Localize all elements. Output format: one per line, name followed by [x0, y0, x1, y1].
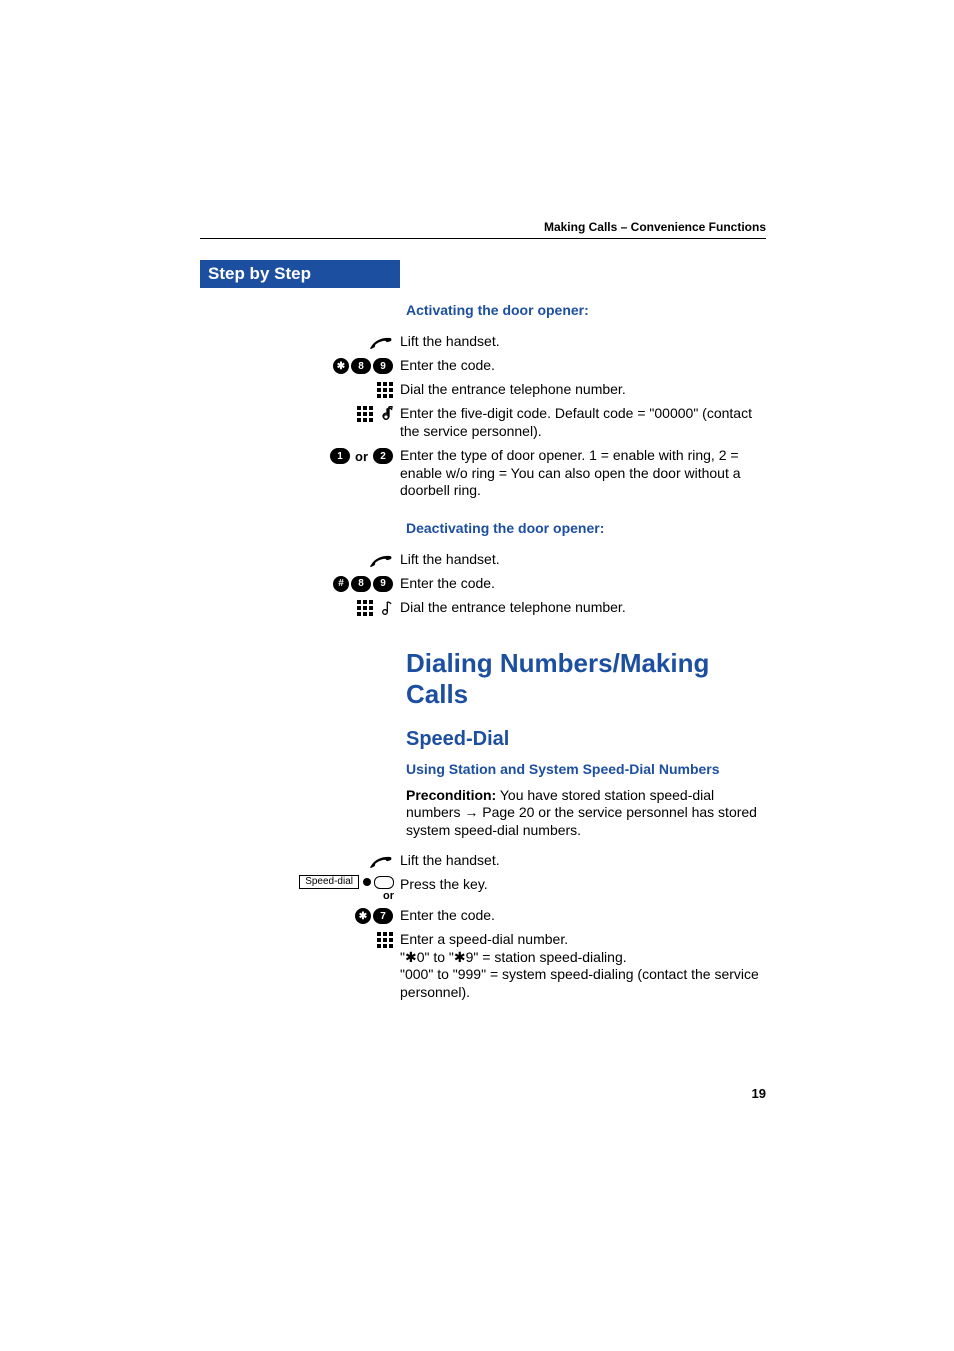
subhead-using-speed-dial: Using Station and System Speed-Dial Numb… — [406, 761, 764, 777]
heading-dialing: Dialing Numbers/Making Calls — [406, 648, 764, 710]
step-row: Speed-dial or Press the key. — [200, 875, 764, 902]
handset-icon — [368, 333, 394, 351]
music-note-icon — [380, 600, 394, 616]
icon-code-star7: ✱ 7 — [200, 906, 400, 926]
button-outline-icon — [374, 876, 394, 889]
icon-keypad-tone — [200, 598, 400, 618]
key-8: 8 — [351, 358, 371, 374]
running-header: Making Calls – Convenience Functions — [544, 220, 766, 234]
step-text: Lift the handset. — [400, 550, 764, 569]
keypad-icon — [356, 599, 374, 617]
key-9: 9 — [373, 358, 393, 374]
step-row: 1 or 2 Enter the type of door opener. 1 … — [200, 446, 764, 500]
step-row: Enter the five-digit code. Default code … — [200, 404, 764, 440]
icon-keypad — [200, 380, 400, 400]
key-star: ✱ — [355, 908, 371, 924]
page: Making Calls – Convenience Functions Ste… — [0, 0, 954, 1351]
step-text: Enter the code. — [400, 906, 764, 925]
key-star: ✱ — [333, 358, 349, 374]
icon-keypad-tone — [200, 404, 400, 424]
step-text: Enter the code. — [400, 574, 764, 593]
step-row: Lift the handset. — [200, 550, 764, 570]
handset-icon — [368, 852, 394, 870]
step-text: Enter the five-digit code. Default code … — [400, 404, 764, 440]
subhead-deactivating: Deactivating the door opener: — [406, 520, 764, 536]
icon-code-hash89: # 8 9 — [200, 574, 400, 594]
step-text: Enter the type of door opener. 1 = enabl… — [400, 446, 764, 500]
or-below: or — [383, 890, 394, 902]
step-row: Lift the handset. — [200, 851, 764, 871]
led-icon — [363, 878, 371, 886]
icon-lift-handset — [200, 851, 400, 871]
step-by-step-header: Step by Step — [200, 260, 400, 288]
key-7: 7 — [373, 908, 393, 924]
icon-keypad — [200, 930, 400, 950]
key-2: 2 — [373, 448, 393, 464]
step-text: Enter a speed-dial number. "✱0" to "✱9" … — [400, 930, 764, 1001]
icon-code-star89: ✱ 8 9 — [200, 356, 400, 376]
speed-dial-key-label: Speed-dial — [299, 875, 359, 889]
keypad-icon — [356, 405, 374, 423]
step-text: Enter the code. — [400, 356, 764, 375]
keypad-icon — [376, 381, 394, 399]
sd-line2: "✱0" to "✱9" = station speed-dialing. — [400, 949, 627, 965]
icon-speed-dial-key: Speed-dial or — [200, 875, 400, 902]
step-row: Dial the entrance telephone number. — [200, 598, 764, 618]
step-text: Lift the handset. — [400, 851, 764, 870]
step-text: Lift the handset. — [400, 332, 764, 351]
sd-line3: "000" to "999" = system speed-dialing (c… — [400, 966, 759, 1000]
page-number: 19 — [752, 1086, 766, 1101]
icon-key-1-or-2: 1 or 2 — [200, 446, 400, 466]
handset-icon — [368, 551, 394, 569]
key-9: 9 — [373, 576, 393, 592]
heading-speed-dial: Speed-Dial — [406, 728, 764, 751]
step-text: Press the key. — [400, 875, 764, 894]
step-row: ✱ 8 9 Enter the code. — [200, 356, 764, 376]
key-8: 8 — [351, 576, 371, 592]
step-row: Dial the entrance telephone number. — [200, 380, 764, 400]
icon-lift-handset — [200, 332, 400, 352]
step-row: ✱ 7 Enter the code. — [200, 906, 764, 926]
arrow-icon: → — [464, 804, 478, 820]
precondition-label: Precondition: — [406, 787, 496, 803]
step-row: Lift the handset. — [200, 332, 764, 352]
precondition-para: Precondition: You have stored station sp… — [406, 787, 764, 840]
step-row: # 8 9 Enter the code. — [200, 574, 764, 594]
icon-lift-handset — [200, 550, 400, 570]
key-1: 1 — [330, 448, 350, 464]
step-text: Dial the entrance telephone number. — [400, 380, 764, 399]
subhead-activating: Activating the door opener: — [406, 302, 764, 318]
header-rule — [200, 238, 766, 239]
step-row: Enter a speed-dial number. "✱0" to "✱9" … — [200, 930, 764, 1001]
key-hash: # — [333, 576, 349, 592]
or-text: or — [355, 449, 368, 464]
step-text: Dial the entrance telephone number. — [400, 598, 764, 617]
music-note-icon — [380, 406, 394, 422]
sd-line1: Enter a speed-dial number. — [400, 931, 568, 947]
content: Step by Step Activating the door opener:… — [200, 260, 764, 1001]
keypad-icon — [376, 931, 394, 949]
